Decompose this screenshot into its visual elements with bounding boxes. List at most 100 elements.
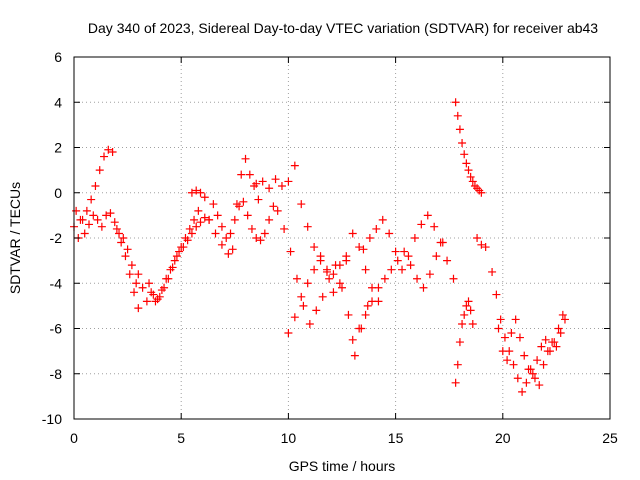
data-point xyxy=(503,356,512,365)
data-point xyxy=(520,351,529,360)
series-arc-9 xyxy=(284,229,383,338)
data-point xyxy=(404,252,413,261)
y-tick-label: 6 xyxy=(54,49,62,65)
data-point xyxy=(524,365,533,374)
data-point xyxy=(192,222,201,231)
data-point xyxy=(361,265,370,274)
data-point xyxy=(254,195,263,204)
data-point xyxy=(310,265,319,274)
x-tick-label: 5 xyxy=(177,430,185,446)
data-point xyxy=(179,243,188,252)
series-arc-2 xyxy=(72,206,141,288)
data-point xyxy=(488,267,497,276)
data-point xyxy=(125,270,134,279)
data-point xyxy=(443,256,452,265)
data-point xyxy=(423,211,432,220)
data-point xyxy=(185,224,194,233)
data-point xyxy=(245,170,254,179)
chart-title: Day 340 of 2023, Sidereal Day-to-day VTE… xyxy=(88,20,598,36)
data-point xyxy=(183,236,192,245)
data-point xyxy=(455,338,464,347)
data-point xyxy=(200,213,209,222)
data-point xyxy=(196,218,205,227)
data-point xyxy=(348,335,357,344)
data-point xyxy=(466,172,475,181)
data-point xyxy=(342,256,351,265)
data-point xyxy=(331,261,340,270)
data-point xyxy=(391,247,400,256)
data-point xyxy=(451,378,460,387)
data-point xyxy=(496,315,505,324)
data-point xyxy=(112,224,121,233)
data-point xyxy=(425,270,434,279)
data-point xyxy=(329,270,338,279)
data-point xyxy=(123,245,132,254)
y-tick-label: -10 xyxy=(42,411,62,427)
data-point xyxy=(224,249,233,258)
data-point xyxy=(464,166,473,175)
data-point xyxy=(533,356,542,365)
data-point xyxy=(372,224,381,233)
data-point xyxy=(95,166,104,175)
data-point xyxy=(378,215,387,224)
x-tick-label: 15 xyxy=(388,430,404,446)
data-point xyxy=(286,247,295,256)
data-point xyxy=(455,125,464,134)
data-point xyxy=(243,211,252,220)
data-point xyxy=(513,374,522,383)
data-point xyxy=(170,256,179,265)
data-point xyxy=(258,177,267,186)
data-point xyxy=(222,234,231,242)
data-point xyxy=(400,247,409,256)
data-point xyxy=(500,333,509,342)
series-arc-1 xyxy=(70,145,143,313)
y-axis-label: SDTVAR / TECUs xyxy=(7,182,23,294)
series-arc-14 xyxy=(488,267,569,396)
data-point xyxy=(458,138,467,147)
data-point xyxy=(460,310,469,319)
data-point xyxy=(117,238,126,247)
data-point xyxy=(558,310,567,319)
data-point xyxy=(166,265,175,274)
data-point xyxy=(194,206,203,215)
y-tick-label: 2 xyxy=(54,140,62,156)
data-point xyxy=(387,265,396,274)
x-ticks: 0 5 10 15 20 25 xyxy=(70,57,618,446)
data-point xyxy=(432,252,441,261)
data-point xyxy=(473,234,482,242)
data-point xyxy=(368,297,377,306)
y-tick-label: -8 xyxy=(50,366,63,382)
data-point xyxy=(468,177,477,186)
x-tick-label: 20 xyxy=(495,430,511,446)
data-point xyxy=(256,236,265,245)
data-point xyxy=(110,218,119,227)
data-point xyxy=(108,148,117,157)
data-point xyxy=(316,252,325,261)
data-point xyxy=(102,211,111,220)
grid xyxy=(74,57,610,419)
data-point xyxy=(464,297,473,306)
data-point xyxy=(438,238,447,247)
data-point xyxy=(322,267,331,276)
data-point xyxy=(348,229,357,238)
data-point xyxy=(187,229,196,238)
x-axis-label: GPS time / hours xyxy=(289,458,396,474)
data-point xyxy=(453,360,462,369)
data-point xyxy=(398,265,407,274)
data-point xyxy=(91,181,100,190)
data-point xyxy=(530,374,539,383)
data-point xyxy=(494,324,503,333)
data-point xyxy=(93,215,102,224)
y-tick-label: -4 xyxy=(50,275,63,291)
data-point xyxy=(393,256,402,265)
y-tick-label: -6 xyxy=(50,321,63,337)
data-point xyxy=(138,283,147,292)
data-point xyxy=(481,243,490,252)
series-arc-13 xyxy=(451,234,490,387)
data-point xyxy=(335,279,344,288)
data-point xyxy=(462,159,471,168)
y-tick-label: 4 xyxy=(54,94,62,110)
data-point xyxy=(87,195,96,204)
series-arc-6 xyxy=(209,197,278,245)
data-point xyxy=(419,283,428,292)
